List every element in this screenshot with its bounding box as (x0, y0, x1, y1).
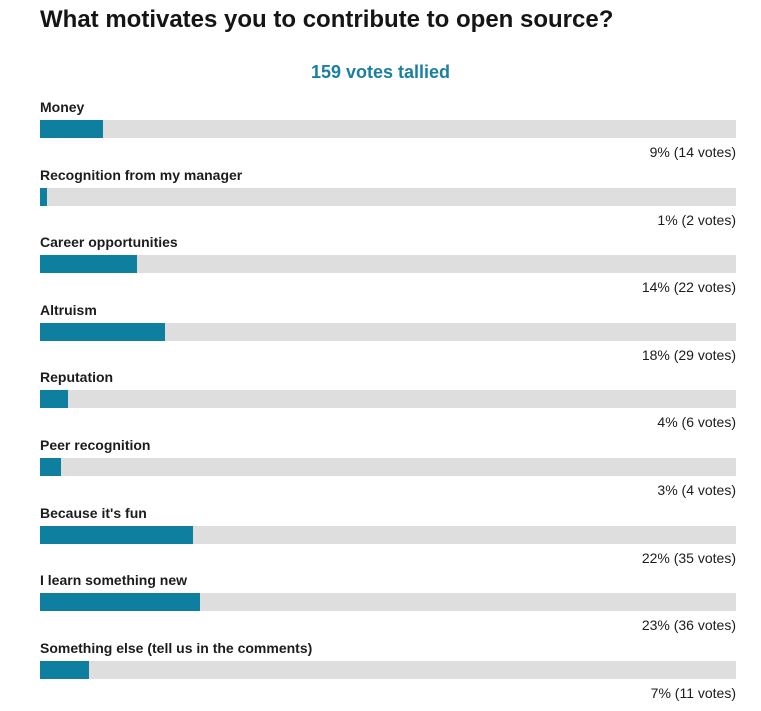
result-bar (40, 187, 736, 206)
poll-option-recognition-from-manager: Recognition from my manager 1% (2 votes) (40, 165, 736, 233)
result-bar (40, 525, 736, 544)
result-bar-fill (40, 593, 201, 612)
poll-title: What motivates you to contribute to open… (40, 6, 614, 33)
result-bar-fill (40, 255, 138, 274)
result-bar-fill (40, 457, 61, 476)
poll-option-something-else: Something else (tell us in the comments)… (40, 638, 736, 706)
poll-options: Money 9% (14 votes) Recognition from my … (40, 97, 736, 705)
option-result: 14% (22 votes) (641, 279, 736, 296)
option-label: Money (40, 99, 85, 115)
option-label: Because it's fun (40, 504, 147, 521)
option-result: 9% (14 votes) (649, 144, 736, 160)
result-bar (40, 322, 736, 341)
result-bar-fill (40, 390, 68, 409)
option-result: 23% (36 votes) (641, 617, 736, 634)
result-bar-fill (40, 525, 194, 544)
result-bar (40, 457, 736, 476)
poll-option-learn-something-new: I learn something new 23% (36 votes) (40, 570, 736, 638)
option-label: Altruism (40, 301, 97, 318)
option-result: 3% (4 votes) (657, 481, 736, 498)
poll-option-because-its-fun: Because it's fun 22% (35 votes) (40, 503, 736, 571)
option-label: Peer recognition (40, 436, 151, 453)
option-result: 18% (29 votes) (641, 346, 736, 363)
option-label: Reputation (40, 369, 114, 386)
option-label: Recognition from my manager (40, 166, 243, 183)
option-label: Something else (tell us in the comments) (40, 639, 313, 656)
result-bar-fill (40, 322, 166, 341)
result-bar (40, 660, 736, 679)
result-bar-fill (40, 120, 103, 138)
option-result: 1% (2 votes) (657, 211, 736, 228)
result-bar (40, 120, 736, 138)
result-bar-fill (40, 187, 47, 206)
poll-total-votes: 159 votes tallied (310, 62, 451, 82)
poll-option-reputation: Reputation 4% (6 votes) (40, 367, 736, 435)
poll-option-money: Money 9% (14 votes) (40, 97, 736, 165)
option-result: 22% (35 votes) (641, 549, 736, 566)
result-bar (40, 390, 736, 409)
poll-option-career-opportunities: Career opportunities 14% (22 votes) (40, 232, 736, 300)
option-result: 4% (6 votes) (657, 414, 736, 431)
option-label: Career opportunities (40, 234, 178, 251)
result-bar (40, 593, 736, 612)
poll-option-peer-recognition: Peer recognition 3% (4 votes) (40, 435, 736, 503)
option-result: 7% (11 votes) (650, 684, 736, 701)
result-bar-fill (40, 660, 89, 679)
result-bar (40, 255, 736, 274)
poll-option-altruism: Altruism 18% (29 votes) (40, 300, 736, 368)
option-label: I learn something new (40, 572, 188, 589)
